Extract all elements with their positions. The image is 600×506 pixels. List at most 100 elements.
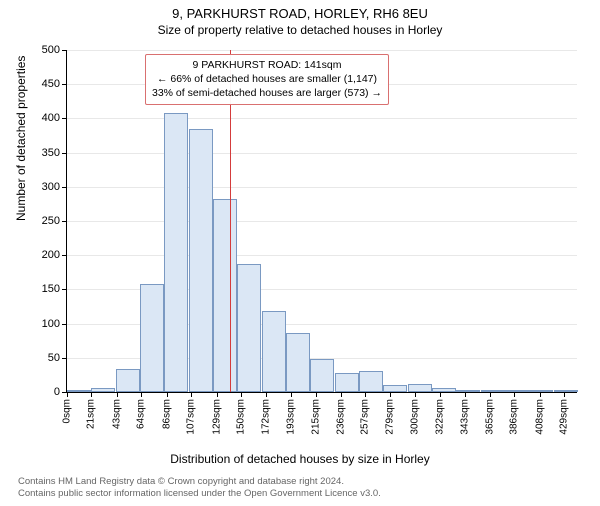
x-tick <box>465 392 466 397</box>
histogram-bar <box>116 369 140 392</box>
annotation-line: ← 66% of detached houses are smaller (1,… <box>152 72 382 86</box>
annotation-line: 9 PARKHURST ROAD: 141sqm <box>152 58 382 72</box>
gridline <box>67 50 577 51</box>
y-tick <box>62 324 67 325</box>
annotation-line: 33% of semi-detached houses are larger (… <box>152 86 382 100</box>
x-tick-label: 172sqm <box>261 399 272 435</box>
gridline <box>67 187 577 188</box>
y-tick-label: 400 <box>42 112 60 124</box>
y-tick-label: 350 <box>42 147 60 159</box>
histogram-bar <box>310 359 334 392</box>
y-tick <box>62 118 67 119</box>
y-tick-label: 200 <box>42 249 60 261</box>
histogram-bar <box>189 129 213 392</box>
y-tick <box>62 50 67 51</box>
footnote: Contains HM Land Registry data © Crown c… <box>18 476 381 500</box>
x-tick <box>91 392 92 397</box>
x-tick <box>141 392 142 397</box>
histogram-bar <box>481 390 505 392</box>
x-tick-label: 386sqm <box>509 399 520 435</box>
x-tick-label: 429sqm <box>559 399 570 435</box>
x-tick <box>191 392 192 397</box>
x-tick <box>390 392 391 397</box>
y-tick <box>62 187 67 188</box>
y-tick-label: 0 <box>54 386 60 398</box>
histogram-bar <box>91 388 115 392</box>
x-tick-label: 343sqm <box>459 399 470 435</box>
histogram-bar <box>67 390 91 392</box>
histogram-bar <box>554 390 578 392</box>
gridline <box>67 255 577 256</box>
x-tick-label: 300sqm <box>409 399 420 435</box>
x-tick-label: 150sqm <box>235 399 246 435</box>
y-tick-label: 100 <box>42 318 60 330</box>
x-tick-label: 408sqm <box>534 399 545 435</box>
y-tick <box>62 358 67 359</box>
histogram-bar <box>505 390 529 392</box>
y-tick <box>62 153 67 154</box>
x-tick-label: 0sqm <box>62 399 73 423</box>
histogram-bar <box>262 311 286 392</box>
y-axis-title: Number of detached properties <box>14 56 28 221</box>
x-axis-title: Distribution of detached houses by size … <box>0 452 600 466</box>
x-tick <box>415 392 416 397</box>
page-subtitle: Size of property relative to detached ho… <box>0 23 600 37</box>
x-tick-label: 365sqm <box>485 399 496 435</box>
histogram-bar <box>286 333 310 392</box>
gridline <box>67 153 577 154</box>
x-tick-label: 64sqm <box>136 399 147 429</box>
x-tick <box>291 392 292 397</box>
x-tick <box>67 392 68 397</box>
y-tick-label: 250 <box>42 215 60 227</box>
histogram-bar <box>140 284 164 392</box>
page-title: 9, PARKHURST ROAD, HORLEY, RH6 8EU <box>0 6 600 21</box>
gridline <box>67 221 577 222</box>
y-tick <box>62 221 67 222</box>
gridline <box>67 118 577 119</box>
x-tick <box>514 392 515 397</box>
x-tick-label: 86sqm <box>161 399 172 429</box>
histogram-bar <box>359 371 383 392</box>
x-tick <box>564 392 565 397</box>
y-tick <box>62 289 67 290</box>
y-tick-label: 50 <box>48 352 60 364</box>
x-tick-label: 236sqm <box>335 399 346 435</box>
histogram-bar <box>432 388 456 392</box>
annotation-box: 9 PARKHURST ROAD: 141sqm← 66% of detache… <box>145 54 389 105</box>
x-tick-label: 215sqm <box>311 399 322 435</box>
y-tick <box>62 255 67 256</box>
y-tick-label: 300 <box>42 181 60 193</box>
x-tick <box>117 392 118 397</box>
histogram-chart: 0501001502002503003504004505000sqm21sqm4… <box>66 50 577 393</box>
y-tick-label: 450 <box>42 78 60 90</box>
x-tick <box>365 392 366 397</box>
y-tick <box>62 84 67 85</box>
x-tick-label: 21sqm <box>86 399 97 429</box>
x-tick <box>167 392 168 397</box>
histogram-bar <box>237 264 261 392</box>
histogram-bar <box>456 390 480 392</box>
histogram-bar <box>164 113 188 392</box>
x-tick-label: 257sqm <box>359 399 370 435</box>
x-tick-label: 193sqm <box>285 399 296 435</box>
x-tick-label: 322sqm <box>435 399 446 435</box>
histogram-bar <box>383 385 407 392</box>
x-tick-label: 279sqm <box>385 399 396 435</box>
x-tick <box>241 392 242 397</box>
x-tick <box>316 392 317 397</box>
footnote-line-1: Contains HM Land Registry data © Crown c… <box>18 476 381 488</box>
x-tick <box>490 392 491 397</box>
histogram-bar <box>529 390 553 392</box>
x-tick <box>266 392 267 397</box>
x-tick-label: 43sqm <box>111 399 122 429</box>
y-tick-label: 500 <box>42 44 60 56</box>
x-tick-label: 129sqm <box>211 399 222 435</box>
x-tick-label: 107sqm <box>186 399 197 435</box>
x-tick <box>217 392 218 397</box>
histogram-bar <box>213 199 237 392</box>
footnote-line-2: Contains public sector information licen… <box>18 488 381 500</box>
histogram-bar <box>408 384 432 392</box>
x-tick <box>540 392 541 397</box>
x-tick <box>341 392 342 397</box>
y-tick-label: 150 <box>42 283 60 295</box>
